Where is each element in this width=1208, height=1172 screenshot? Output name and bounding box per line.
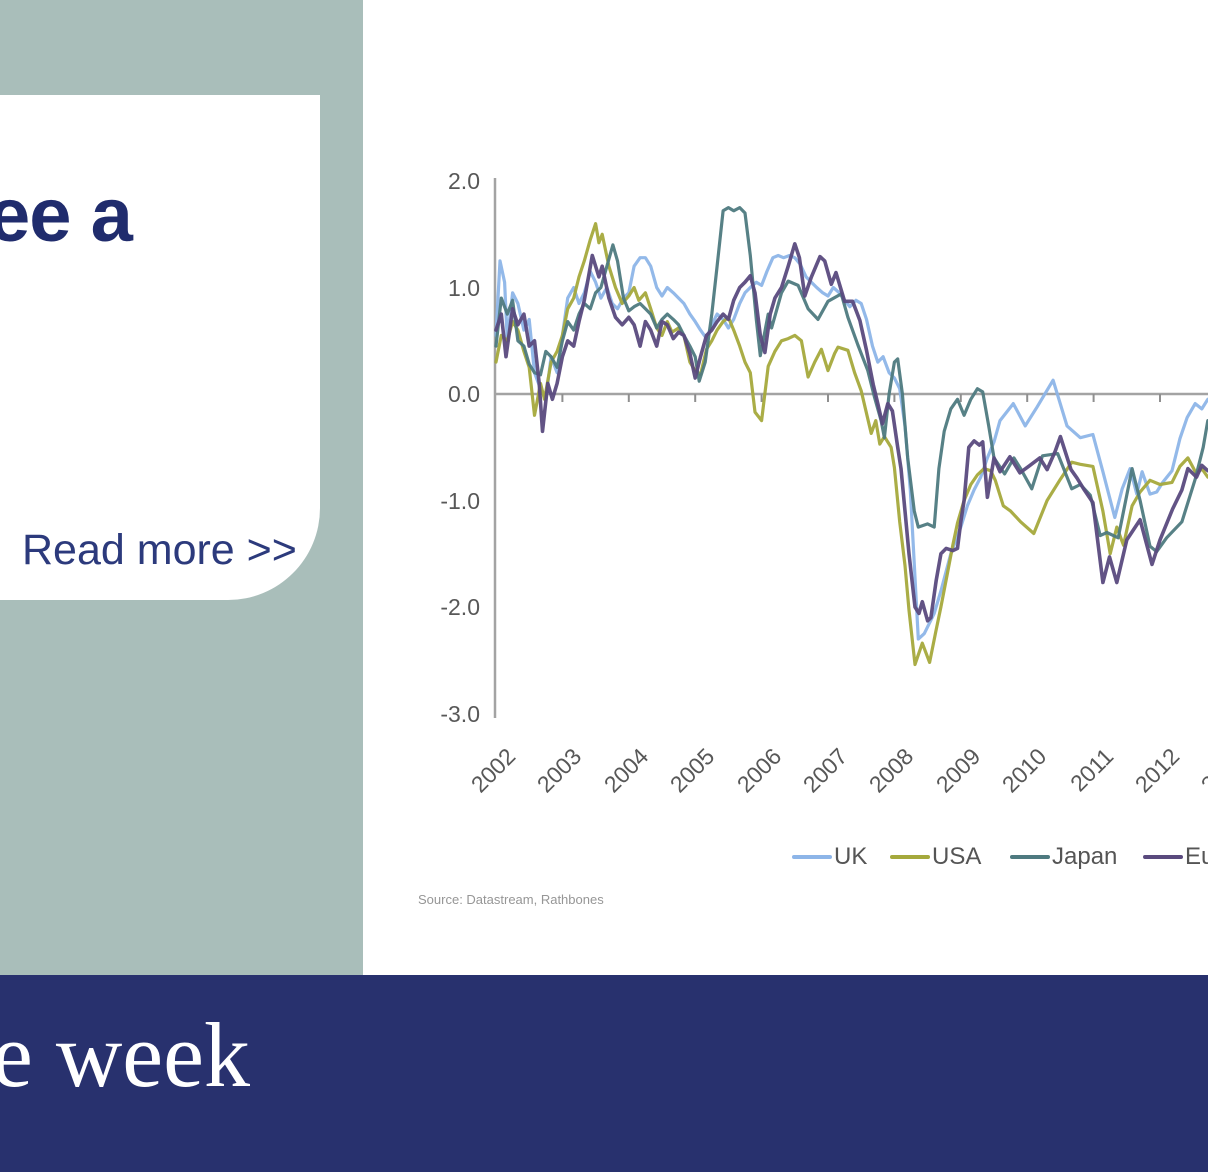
europe-line-swatch-icon — [1143, 855, 1183, 859]
legend-item-japan: Japan — [1010, 843, 1117, 871]
x-tick-label: 2005 — [665, 743, 720, 798]
legend-label-uk: UK — [834, 843, 868, 870]
x-tick-label: 2006 — [731, 743, 786, 798]
chart-source-note: Source: Datastream, Rathbones — [418, 892, 604, 907]
x-tick-label: 2008 — [864, 743, 919, 798]
x-tick-label: 2002 — [465, 743, 521, 798]
series-line-europe — [494, 242, 1208, 623]
legend-item-usa: USA — [890, 843, 981, 871]
uk-line-swatch-icon — [792, 855, 832, 859]
read-more-link[interactable]: Read more >> — [22, 526, 297, 574]
legend-item-europe: Europe — [1143, 843, 1208, 871]
legend-label-usa: USA — [932, 843, 982, 870]
y-tick-label: -2.0 — [440, 594, 480, 620]
y-tick-label: -3.0 — [440, 700, 480, 727]
promo-headline-fragment-1: ee a — [0, 173, 133, 258]
promo-card — [0, 95, 320, 600]
x-tick-label: 2012 — [1129, 743, 1185, 798]
x-tick-label: 2011 — [1064, 743, 1118, 797]
x-tick-label: 2013 — [1196, 743, 1208, 798]
legend-label-europe: Europe — [1185, 843, 1208, 870]
series-line-uk — [494, 253, 1208, 641]
series-line-japan — [494, 206, 1208, 554]
y-tick-label: 1.0 — [448, 274, 480, 301]
japan-line-swatch-icon — [1010, 855, 1050, 859]
x-tick-label: 2010 — [997, 743, 1052, 798]
bottom-navy-band: e week — [0, 975, 1208, 1172]
y-tick-label: 0.0 — [448, 381, 480, 407]
x-tick-label: 2009 — [930, 743, 986, 798]
x-tick-label: 2003 — [532, 743, 587, 798]
legend-label-japan: Japan — [1052, 843, 1118, 870]
series-line-usa — [494, 222, 1208, 667]
y-tick-label: -1.0 — [440, 487, 480, 514]
band-title-fragment: e week — [0, 1004, 250, 1106]
usa-line-swatch-icon — [890, 855, 930, 859]
x-tick-label: 2004 — [598, 743, 654, 798]
y-tick-label: 2.0 — [448, 168, 480, 194]
legend-item-uk: UK — [792, 843, 867, 871]
x-tick-label: 2007 — [797, 743, 853, 798]
